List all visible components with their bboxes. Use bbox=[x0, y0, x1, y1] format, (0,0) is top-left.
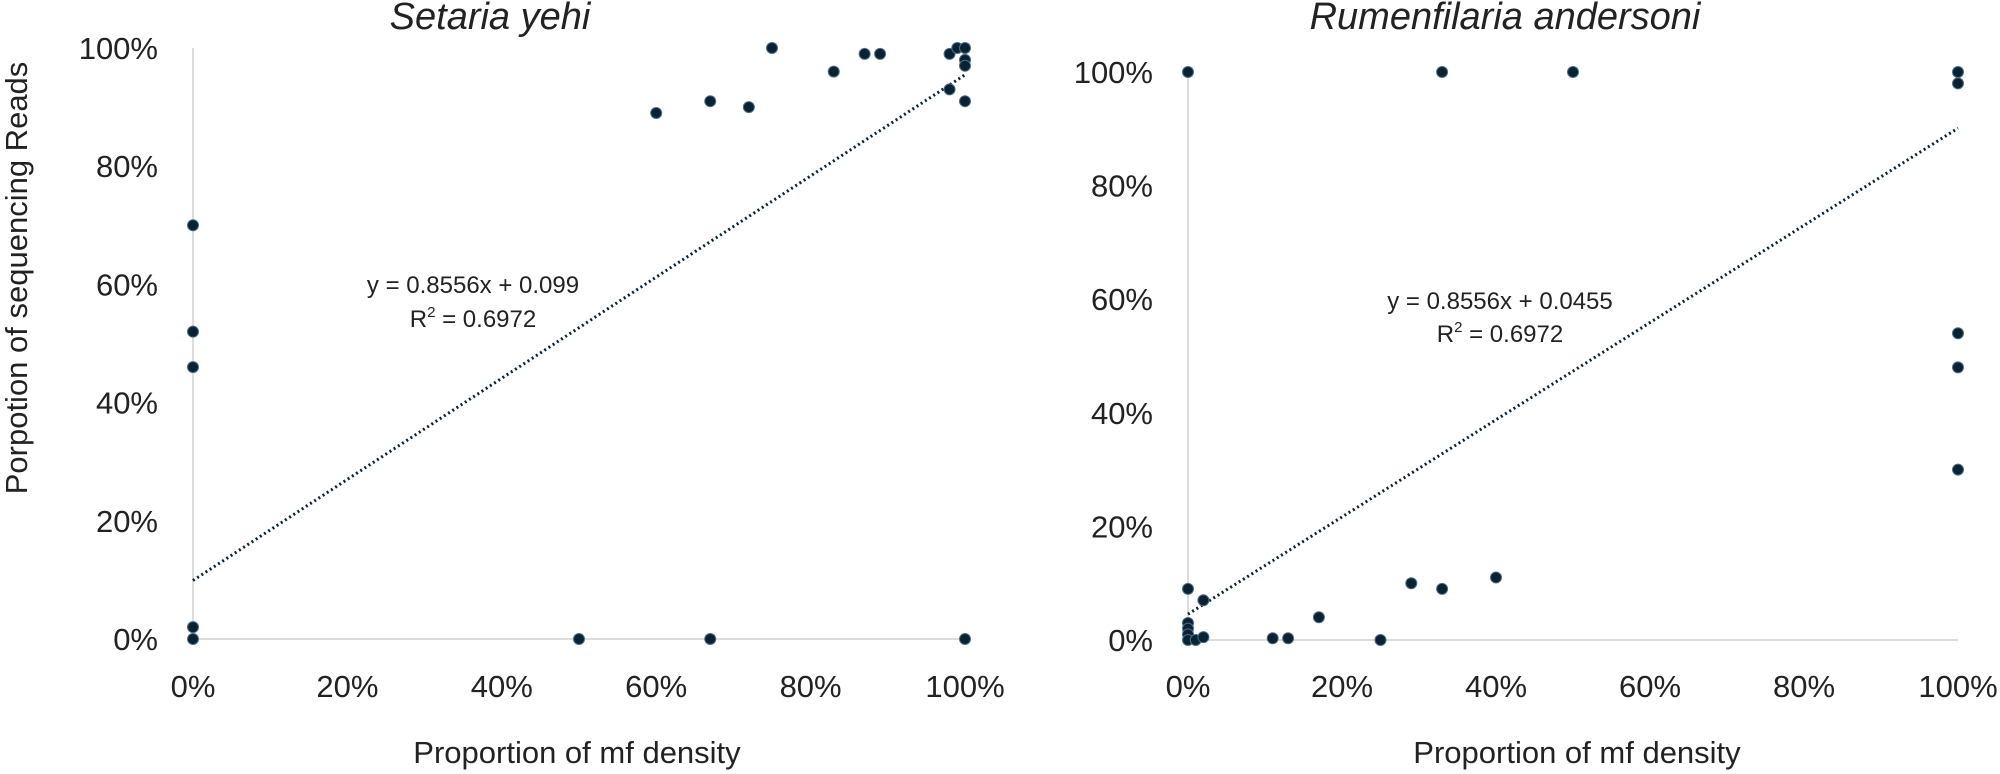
r-squared-label: R2 = 0.6972 bbox=[410, 304, 536, 333]
data-point bbox=[1436, 582, 1449, 595]
x-axis-label: Proportion of mf density bbox=[1413, 735, 1741, 770]
y-tick-label: 100% bbox=[79, 31, 158, 66]
x-tick-label: 60% bbox=[625, 669, 687, 704]
y-tick-labels: 0% 20% 40% 60% 80% 100% bbox=[1074, 55, 1153, 658]
y-tick-label: 20% bbox=[96, 504, 158, 539]
data-point bbox=[1182, 582, 1194, 595]
x-tick-label: 40% bbox=[1465, 669, 1527, 704]
r-squared-exponent: 2 bbox=[1454, 319, 1462, 336]
data-point bbox=[874, 47, 887, 60]
data-point bbox=[187, 325, 199, 338]
y-tick-label: 60% bbox=[1091, 282, 1153, 317]
data-point bbox=[959, 42, 971, 54]
data-point bbox=[187, 219, 199, 232]
y-axis-label: Porpotion of sequencing Reads bbox=[0, 62, 34, 495]
data-point bbox=[1197, 631, 1210, 644]
x-tick-labels: 0% 20% 40% 60% 80% 100% bbox=[1166, 669, 1998, 704]
trendline-equation: y = 0.8556x + 0.099 bbox=[367, 272, 579, 299]
data-point bbox=[1266, 632, 1279, 645]
y-tick-label: 80% bbox=[1091, 169, 1153, 204]
x-tick-labels: 0% 20% 40% 60% 80% 100% bbox=[171, 669, 1005, 704]
data-point bbox=[959, 633, 971, 645]
x-tick-label: 100% bbox=[925, 669, 1004, 704]
data-point bbox=[704, 95, 717, 108]
data-point bbox=[766, 42, 778, 54]
data-point bbox=[187, 621, 199, 634]
data-point bbox=[1490, 571, 1502, 584]
y-tick-label: 0% bbox=[113, 622, 158, 657]
data-point bbox=[1405, 577, 1418, 590]
chart-setaria-yehi: Setaria yehi Porpotion of sequencing Rea… bbox=[0, 0, 1005, 770]
y-tick-label: 40% bbox=[1091, 396, 1153, 431]
x-tick-label: 0% bbox=[171, 669, 216, 704]
y-tick-label: 80% bbox=[96, 149, 158, 184]
data-point bbox=[742, 101, 755, 114]
data-point bbox=[650, 107, 663, 120]
r-squared-label: R2 = 0.6972 bbox=[1437, 319, 1563, 348]
chart-rumenfilaria-andersoni: Rumenfilaria andersoni Proportion of mf … bbox=[1074, 0, 1998, 770]
x-tick-label: 20% bbox=[1311, 669, 1373, 704]
data-point bbox=[1197, 594, 1210, 607]
x-tick-label: 100% bbox=[1918, 669, 1997, 704]
y-tick-label: 0% bbox=[1108, 623, 1153, 658]
data-point bbox=[1952, 66, 1964, 78]
data-point bbox=[1567, 66, 1579, 78]
x-tick-label: 80% bbox=[780, 669, 842, 704]
y-tick-label: 100% bbox=[1074, 55, 1153, 90]
chart-title: Rumenfilaria andersoni bbox=[1310, 0, 1702, 38]
data-point bbox=[573, 633, 585, 645]
r-squared-prefix: R bbox=[410, 306, 427, 333]
data-point bbox=[1952, 327, 1964, 340]
data-point bbox=[704, 633, 717, 645]
data-point bbox=[1436, 66, 1449, 78]
data-point bbox=[1282, 632, 1295, 645]
trendline bbox=[192, 73, 966, 582]
x-tick-label: 40% bbox=[471, 669, 533, 704]
x-tick-label: 20% bbox=[316, 669, 378, 704]
data-point bbox=[1952, 361, 1964, 374]
r-squared-prefix: R bbox=[1437, 321, 1454, 348]
data-point bbox=[1952, 77, 1964, 90]
data-point bbox=[959, 95, 971, 108]
y-tick-label: 20% bbox=[1091, 509, 1153, 544]
data-point bbox=[959, 59, 971, 72]
x-axis-label: Proportion of mf density bbox=[413, 735, 741, 770]
y-tick-label: 60% bbox=[96, 267, 158, 302]
y-tick-label: 40% bbox=[96, 386, 158, 421]
trendline bbox=[1187, 126, 1959, 616]
data-point bbox=[943, 83, 956, 96]
data-point bbox=[1374, 634, 1387, 646]
data-point bbox=[187, 361, 199, 374]
x-tick-label: 60% bbox=[1619, 669, 1681, 704]
data-points bbox=[1182, 66, 1964, 646]
y-tick-labels: 0% 20% 40% 60% 80% 100% bbox=[79, 31, 158, 657]
r-squared-value: = 0.6972 bbox=[1462, 321, 1563, 348]
data-points bbox=[187, 42, 971, 645]
data-point bbox=[1182, 66, 1194, 78]
data-point bbox=[187, 633, 199, 645]
x-tick-label: 80% bbox=[1773, 669, 1835, 704]
x-tick-label: 0% bbox=[1166, 669, 1211, 704]
data-point bbox=[858, 47, 871, 60]
data-point bbox=[1952, 463, 1964, 476]
r-squared-value: = 0.6972 bbox=[435, 306, 536, 333]
r-squared-exponent: 2 bbox=[427, 304, 435, 321]
trendline-equation: y = 0.8556x + 0.0455 bbox=[1387, 288, 1613, 315]
data-point bbox=[827, 65, 840, 78]
chart-title: Setaria yehi bbox=[390, 0, 592, 38]
data-point bbox=[1312, 611, 1325, 624]
